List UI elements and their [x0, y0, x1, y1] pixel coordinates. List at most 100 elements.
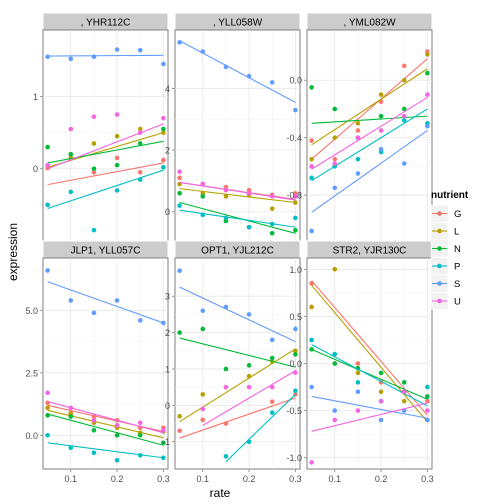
facet-panel: OPT1, YJL212C -1 0 1 2 3 0.1 0.2 0.3 — [162, 240, 302, 484]
panel-marks — [177, 40, 298, 236]
data-point-N — [161, 440, 166, 446]
legend-key-point — [437, 281, 442, 286]
legend-item-L: L — [430, 222, 459, 240]
fit-line-P — [179, 209, 296, 228]
x-tick-label: 0.2 — [243, 474, 256, 484]
legend-key-point — [437, 246, 442, 251]
data-point-S — [269, 80, 275, 85]
data-point-P — [223, 453, 229, 459]
fit-line-S — [311, 130, 428, 213]
facet-panel: , YML082W -0.8 -0.4 0.0 — [286, 12, 433, 242]
data-point-L — [401, 398, 407, 404]
data-point-P — [293, 215, 298, 221]
x-tick-label: 0.1 — [65, 474, 78, 484]
fit-line-S — [47, 281, 164, 324]
fit-line-N — [179, 337, 296, 368]
fit-line-U — [47, 123, 164, 170]
data-point-N — [246, 363, 252, 368]
data-point-U — [223, 384, 229, 390]
y-axis-label: expression — [6, 223, 20, 281]
fit-line-N — [311, 115, 428, 124]
data-point-G — [161, 157, 166, 163]
data-point-N — [200, 194, 206, 199]
data-point-S — [114, 298, 120, 303]
legend-label: N — [454, 244, 461, 255]
data-point-N — [269, 355, 275, 361]
data-point-P — [425, 384, 430, 390]
data-point-G — [378, 99, 384, 105]
fit-line-P — [47, 169, 164, 210]
fit-line-L — [311, 284, 428, 423]
data-point-U — [45, 390, 50, 396]
data-point-P — [91, 227, 97, 233]
data-point-G — [91, 170, 97, 175]
data-point-N — [332, 106, 338, 112]
y-tick-label: 5.0 — [25, 306, 38, 316]
data-point-U — [309, 460, 314, 465]
data-point-S — [378, 417, 384, 423]
data-point-S — [246, 73, 252, 79]
panel-marks — [309, 267, 430, 465]
y-tick-label: -1 — [162, 437, 170, 447]
fit-line-L — [179, 348, 296, 423]
panel-background — [42, 257, 169, 470]
data-point-U — [378, 398, 384, 404]
data-point-N — [378, 113, 384, 119]
panel-marks — [45, 268, 166, 463]
data-point-P — [114, 188, 120, 193]
facet-panel: STR2, YJR130C -1.0 -0.5 0.0 0.5 1.0 0.1 0.2 0.3 — [286, 240, 434, 484]
fit-line-S — [47, 54, 164, 57]
data-point-P — [200, 212, 206, 218]
data-point-U — [45, 162, 50, 168]
y-tick-label: 0.0 — [289, 76, 302, 86]
data-point-P — [91, 450, 97, 456]
data-point-G — [223, 421, 229, 426]
data-point-U — [223, 187, 229, 193]
data-point-P — [269, 410, 275, 415]
y-tick-label: 0 — [33, 164, 38, 174]
x-tick-label: 0.3 — [157, 474, 170, 484]
data-point-L — [114, 133, 120, 139]
data-point-L — [309, 304, 314, 310]
data-point-N — [332, 361, 338, 366]
data-point-G — [177, 428, 182, 434]
y-tick-label: 1 — [165, 364, 170, 374]
x-tick-label: 0.3 — [289, 474, 302, 484]
data-point-U — [246, 190, 252, 196]
data-point-S — [91, 310, 97, 316]
data-point-P — [401, 118, 407, 123]
data-point-G — [269, 399, 275, 404]
y-tick-label: -1.0 — [286, 453, 302, 463]
data-point-U — [355, 408, 361, 413]
data-point-U — [378, 128, 384, 133]
x-axis-label: rate — [210, 486, 231, 500]
y-tick-label: -0.4 — [286, 133, 302, 143]
data-point-S — [177, 268, 182, 274]
data-point-L — [355, 370, 361, 376]
data-point-G — [200, 417, 206, 423]
data-point-L — [177, 413, 182, 419]
data-point-N — [68, 414, 74, 419]
data-point-S — [425, 417, 430, 423]
data-point-U — [161, 115, 166, 121]
y-tick-label: 3 — [165, 292, 170, 302]
data-point-S — [45, 54, 50, 60]
legend-item-U: U — [430, 292, 461, 310]
data-point-S — [355, 171, 361, 176]
panel-background — [306, 29, 433, 242]
y-tick-label: 1 — [33, 92, 38, 102]
data-point-P — [137, 177, 143, 182]
fit-line-P — [47, 442, 164, 459]
x-tick-label: 0.2 — [375, 474, 388, 484]
y-tick-label: 0 — [165, 401, 170, 411]
data-point-S — [137, 318, 143, 323]
data-point-U — [332, 417, 338, 423]
data-point-N — [425, 394, 430, 399]
data-point-P — [269, 221, 275, 227]
data-point-L — [332, 135, 338, 140]
fit-line-S — [311, 395, 428, 419]
data-point-U — [68, 405, 74, 411]
fit-line-G — [311, 280, 428, 416]
